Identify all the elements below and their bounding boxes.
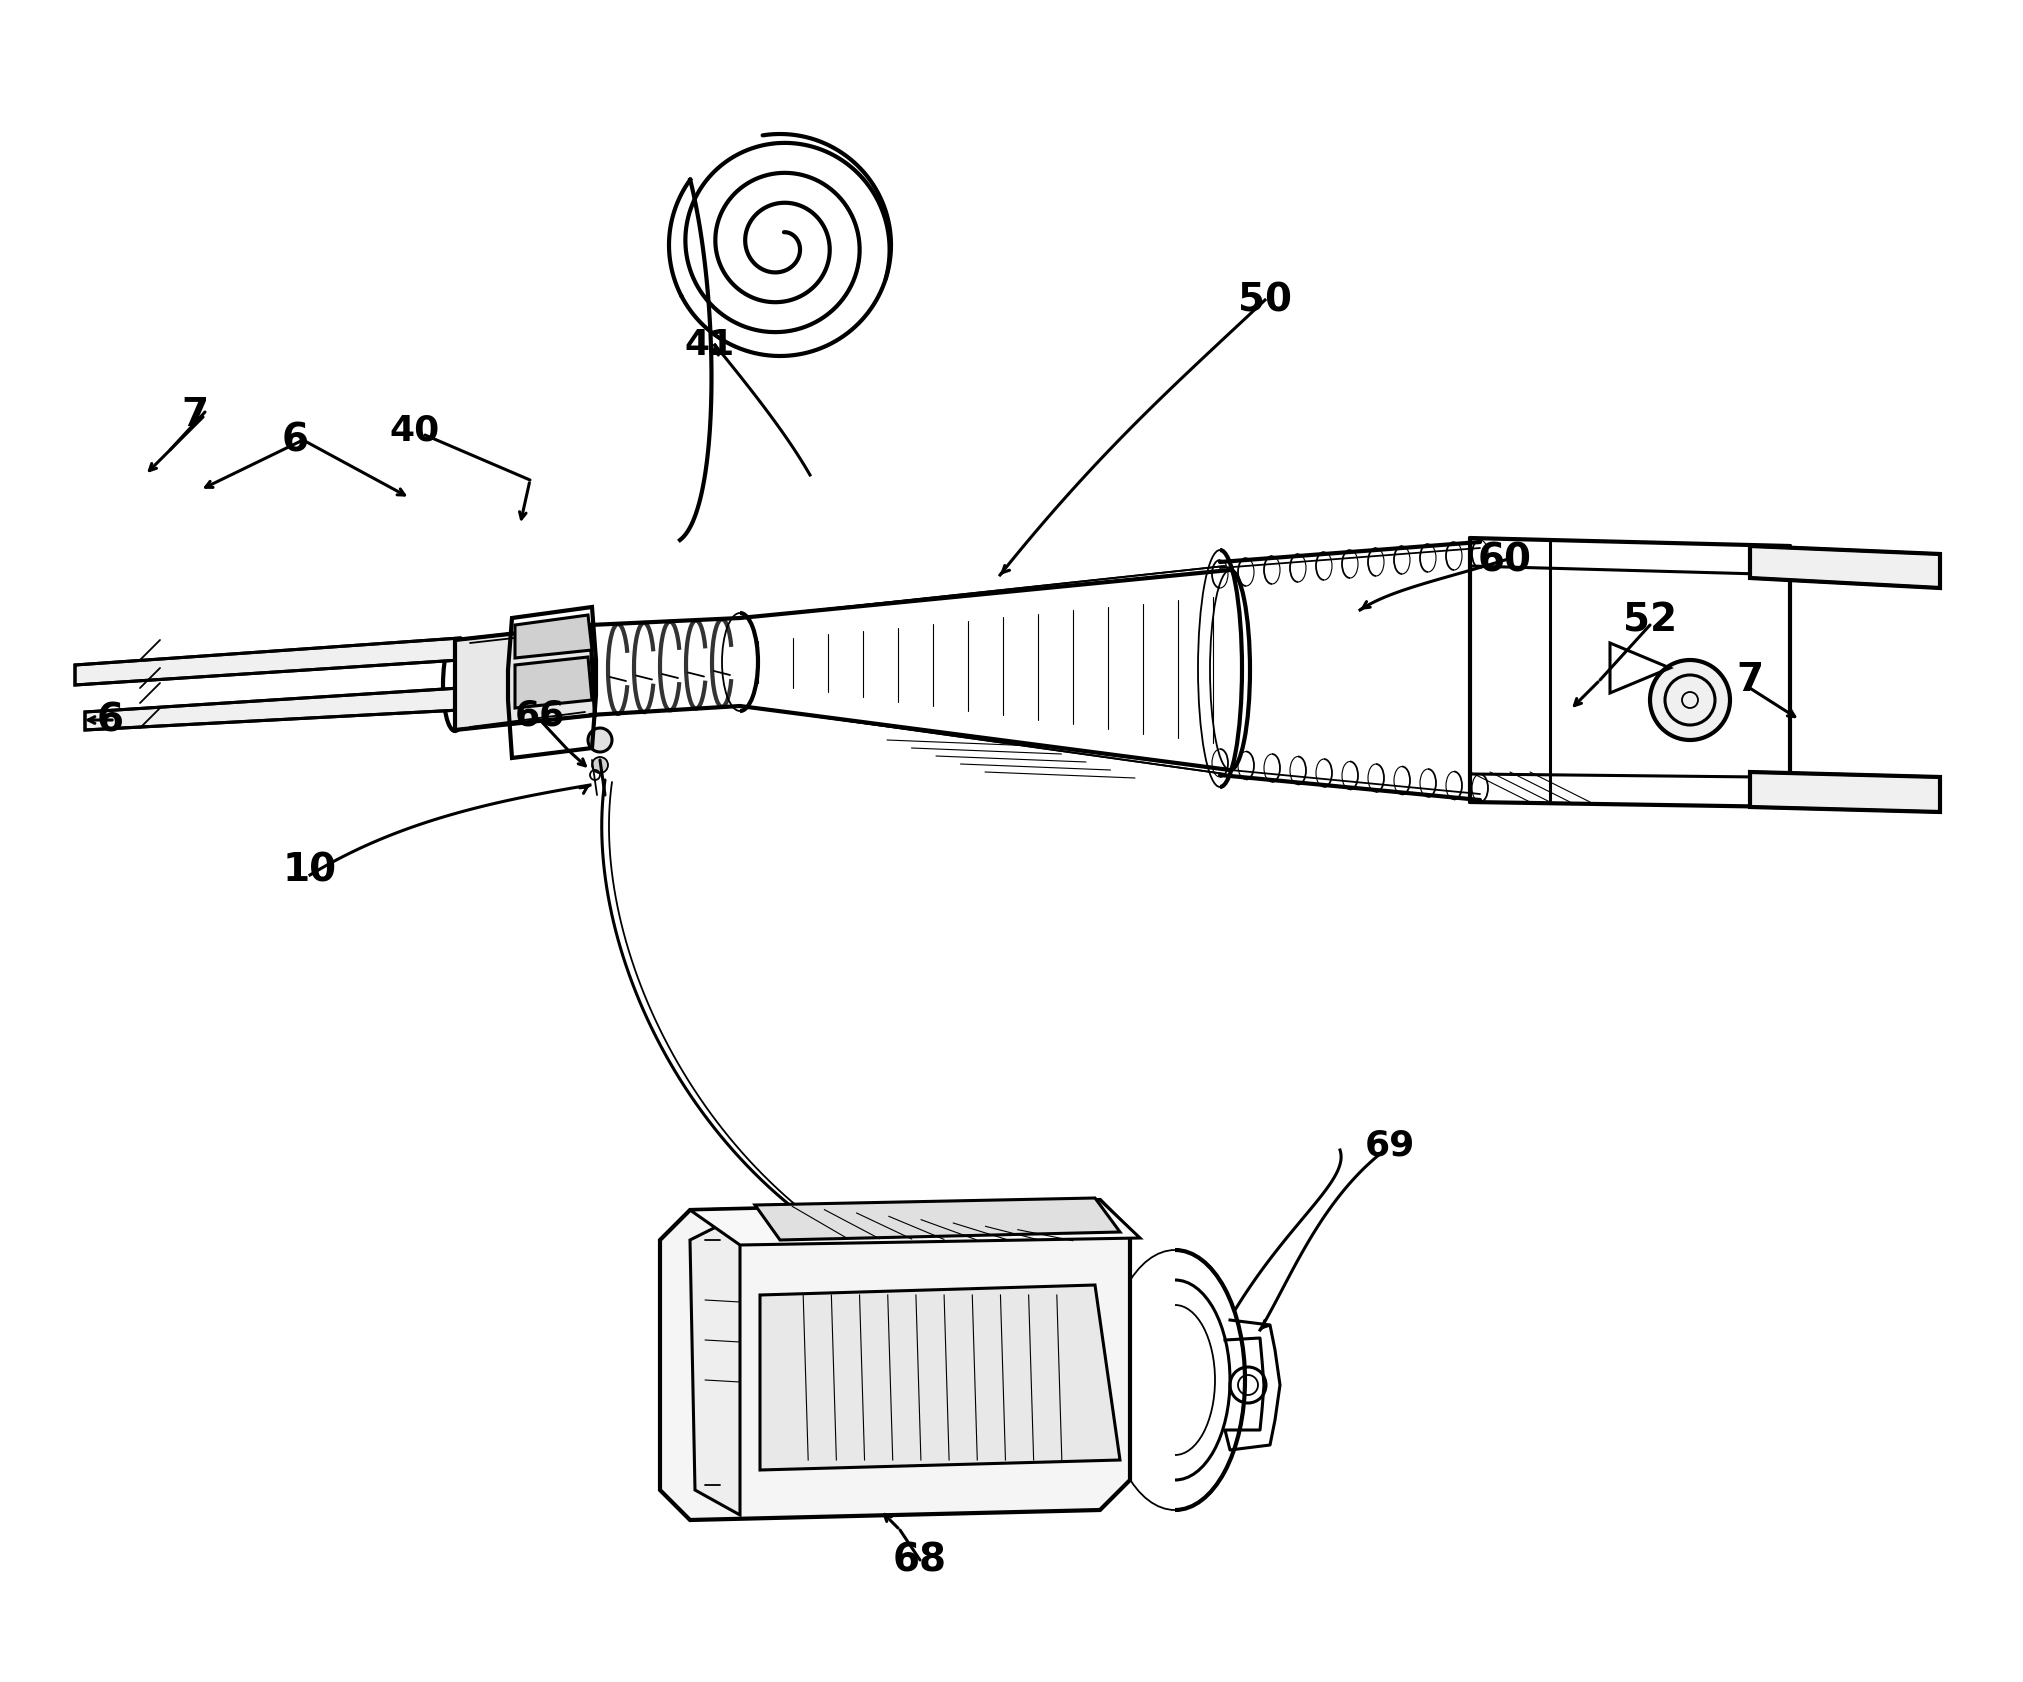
Text: 66: 66 [514,698,564,732]
Polygon shape [690,1214,740,1515]
Text: 60: 60 [1477,542,1531,579]
Polygon shape [659,1199,1129,1521]
Polygon shape [1750,547,1938,589]
Text: 69: 69 [1364,1129,1414,1162]
Text: 40: 40 [390,414,439,447]
Text: 6: 6 [281,420,307,459]
Polygon shape [85,688,459,730]
Polygon shape [455,626,595,730]
Polygon shape [514,616,591,658]
Text: 7: 7 [182,395,208,434]
Text: 6: 6 [97,701,123,738]
Text: 68: 68 [892,1541,947,1579]
Text: 41: 41 [684,328,734,362]
Circle shape [1649,659,1730,740]
Polygon shape [514,658,591,708]
Circle shape [591,757,607,774]
Polygon shape [759,1285,1119,1470]
Text: 7: 7 [1736,661,1762,700]
Circle shape [589,728,611,752]
Polygon shape [690,1199,1139,1245]
Polygon shape [1750,772,1938,812]
Polygon shape [75,637,459,685]
Text: 52: 52 [1622,600,1677,639]
Polygon shape [755,1198,1119,1240]
Text: 50: 50 [1238,281,1291,320]
Text: 10: 10 [283,851,338,890]
